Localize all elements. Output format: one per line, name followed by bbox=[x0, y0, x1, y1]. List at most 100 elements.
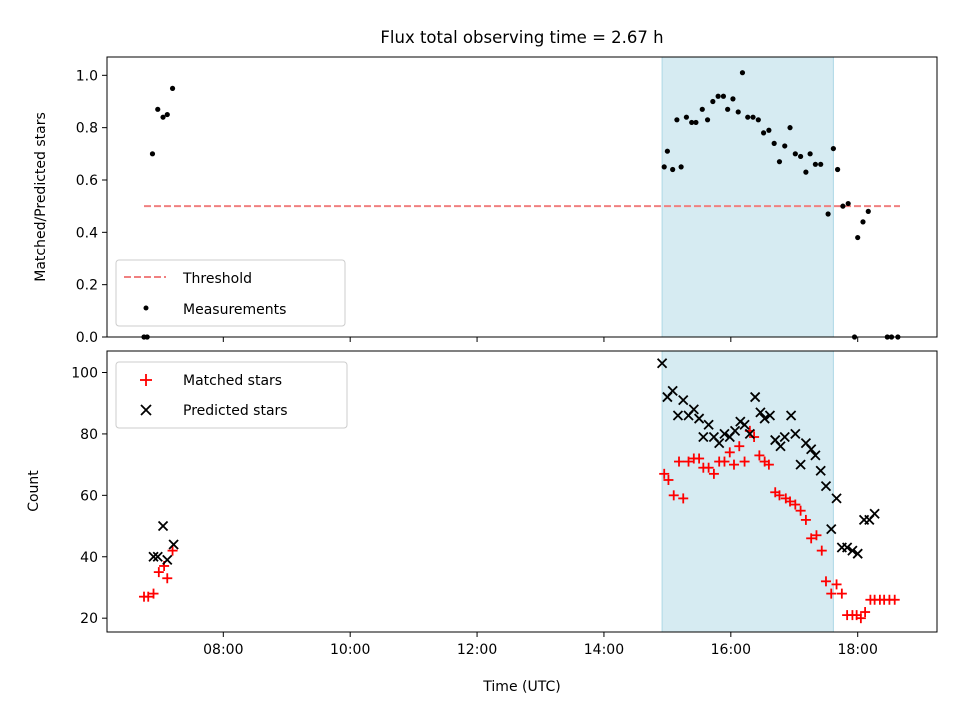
matched-star-point bbox=[659, 468, 670, 479]
predicted-star-point bbox=[755, 407, 766, 418]
predicted-star-point bbox=[698, 431, 709, 443]
predicted-star-point bbox=[852, 548, 863, 559]
measurement-point bbox=[745, 114, 751, 120]
predicted-star-point bbox=[693, 413, 705, 424]
x-tick-label: 10:00 bbox=[330, 642, 370, 658]
measurement-point bbox=[693, 119, 699, 126]
top-axes-frame bbox=[106, 56, 938, 338]
measurement-point bbox=[855, 234, 861, 241]
matched-star-point bbox=[663, 474, 674, 485]
measurement-point bbox=[792, 151, 798, 157]
legend-matched-label: Matched stars bbox=[183, 373, 282, 389]
matched-star-point bbox=[719, 456, 730, 467]
measurement-point bbox=[715, 93, 721, 99]
measurement-point bbox=[689, 119, 695, 126]
top-y-ticks: 0.0 0.2 0.4 0.6 0.8 1.0 bbox=[76, 68, 107, 346]
predicted-star-point bbox=[815, 465, 826, 476]
measurement-point bbox=[704, 117, 711, 123]
measurement-point bbox=[771, 140, 777, 146]
matched-star-point bbox=[790, 499, 801, 510]
measurement-point bbox=[782, 143, 788, 149]
predicted-star-point bbox=[744, 428, 755, 440]
measurement-point bbox=[155, 106, 161, 112]
predicted-star-point bbox=[672, 410, 684, 421]
top-x-ticks bbox=[222, 337, 859, 342]
predicted-star-point bbox=[790, 428, 801, 440]
predicted-star-point bbox=[847, 545, 858, 556]
measurement-point bbox=[674, 117, 680, 123]
measurement-point bbox=[725, 106, 731, 112]
matched-star-point bbox=[774, 490, 785, 501]
matched-star-point bbox=[162, 573, 173, 584]
predicted-star-point bbox=[739, 419, 750, 430]
x-tick-label: 16:00 bbox=[711, 642, 751, 658]
matched-star-point bbox=[785, 496, 796, 507]
y-tick-label: 80 bbox=[80, 427, 98, 443]
matched-star-point bbox=[800, 514, 811, 525]
matched-star-point bbox=[708, 468, 719, 479]
predicted-star-point bbox=[759, 413, 770, 424]
matched-star-point bbox=[678, 493, 689, 504]
bottom-panel: 20 40 60 80 100 08:00 10:00 12:00 14:00 16:00 18:… bbox=[26, 350, 938, 695]
matched-star-point bbox=[826, 588, 837, 599]
measurement-point bbox=[699, 106, 705, 112]
predicted-star-point bbox=[714, 437, 725, 449]
predicted-star-point bbox=[667, 385, 678, 397]
bottom-legend: Matched stars Predicted stars bbox=[115, 361, 348, 429]
measurement-point bbox=[830, 145, 836, 152]
y-tick-label: 100 bbox=[71, 365, 98, 381]
predicted-stars-points bbox=[148, 358, 880, 565]
measurement-point bbox=[678, 164, 684, 170]
measurement-point bbox=[787, 125, 793, 131]
matched-star-point bbox=[816, 545, 827, 556]
matched-star-point bbox=[811, 530, 822, 541]
predicted-star-point bbox=[688, 404, 699, 415]
measurement-point bbox=[803, 169, 809, 175]
measurement-point bbox=[840, 203, 846, 209]
measurement-point bbox=[730, 96, 736, 102]
predicted-star-point bbox=[162, 554, 173, 565]
predicted-star-point bbox=[810, 450, 821, 461]
predicted-star-point bbox=[785, 410, 797, 421]
predicted-star-point bbox=[729, 425, 741, 436]
bottom-axes-frame bbox=[106, 350, 938, 633]
x-tick-label: 12:00 bbox=[457, 642, 497, 658]
predicted-star-point bbox=[806, 444, 817, 455]
matched-star-point bbox=[734, 441, 745, 452]
top-highlight-span bbox=[661, 56, 834, 338]
predicted-star-point bbox=[795, 459, 806, 470]
matched-star-point bbox=[143, 591, 154, 602]
measurement-point bbox=[664, 148, 670, 154]
legend-predicted-label: Predicted stars bbox=[183, 403, 288, 419]
y-tick-label: 40 bbox=[80, 550, 98, 566]
y-tick-label: 1.0 bbox=[76, 68, 98, 84]
predicted-star-point bbox=[750, 391, 761, 403]
measurement-point bbox=[818, 161, 824, 167]
measurement-point bbox=[670, 166, 676, 173]
top-legend: Threshold Measurements bbox=[115, 259, 346, 327]
legend-measurements-label: Measurements bbox=[183, 302, 286, 318]
measurement-point bbox=[825, 211, 831, 217]
y-tick-label: 0.0 bbox=[76, 330, 98, 346]
matched-star-point bbox=[763, 459, 774, 470]
predicted-star-point bbox=[703, 419, 714, 430]
matched-star-point bbox=[728, 459, 739, 470]
matched-star-point bbox=[703, 462, 714, 473]
top-measurement-points bbox=[141, 70, 901, 340]
measurement-point bbox=[710, 98, 716, 105]
bottom-y-ticks: 20 40 60 80 100 bbox=[71, 365, 107, 627]
predicted-star-point bbox=[869, 508, 880, 519]
measurement-point bbox=[683, 114, 690, 120]
matched-star-point bbox=[836, 588, 847, 599]
legend-predicted-swatch bbox=[140, 404, 152, 416]
legend-matched-swatch bbox=[140, 374, 152, 386]
measurement-point bbox=[860, 219, 866, 225]
predicted-star-point bbox=[656, 358, 668, 369]
bottom-highlight-span bbox=[661, 350, 834, 633]
matched-star-point bbox=[860, 607, 871, 618]
y-tick-label: 0.4 bbox=[76, 225, 98, 241]
predicted-star-point bbox=[831, 493, 842, 504]
measurement-point bbox=[164, 111, 170, 118]
measurement-point bbox=[720, 93, 727, 99]
measurement-point bbox=[755, 117, 761, 123]
